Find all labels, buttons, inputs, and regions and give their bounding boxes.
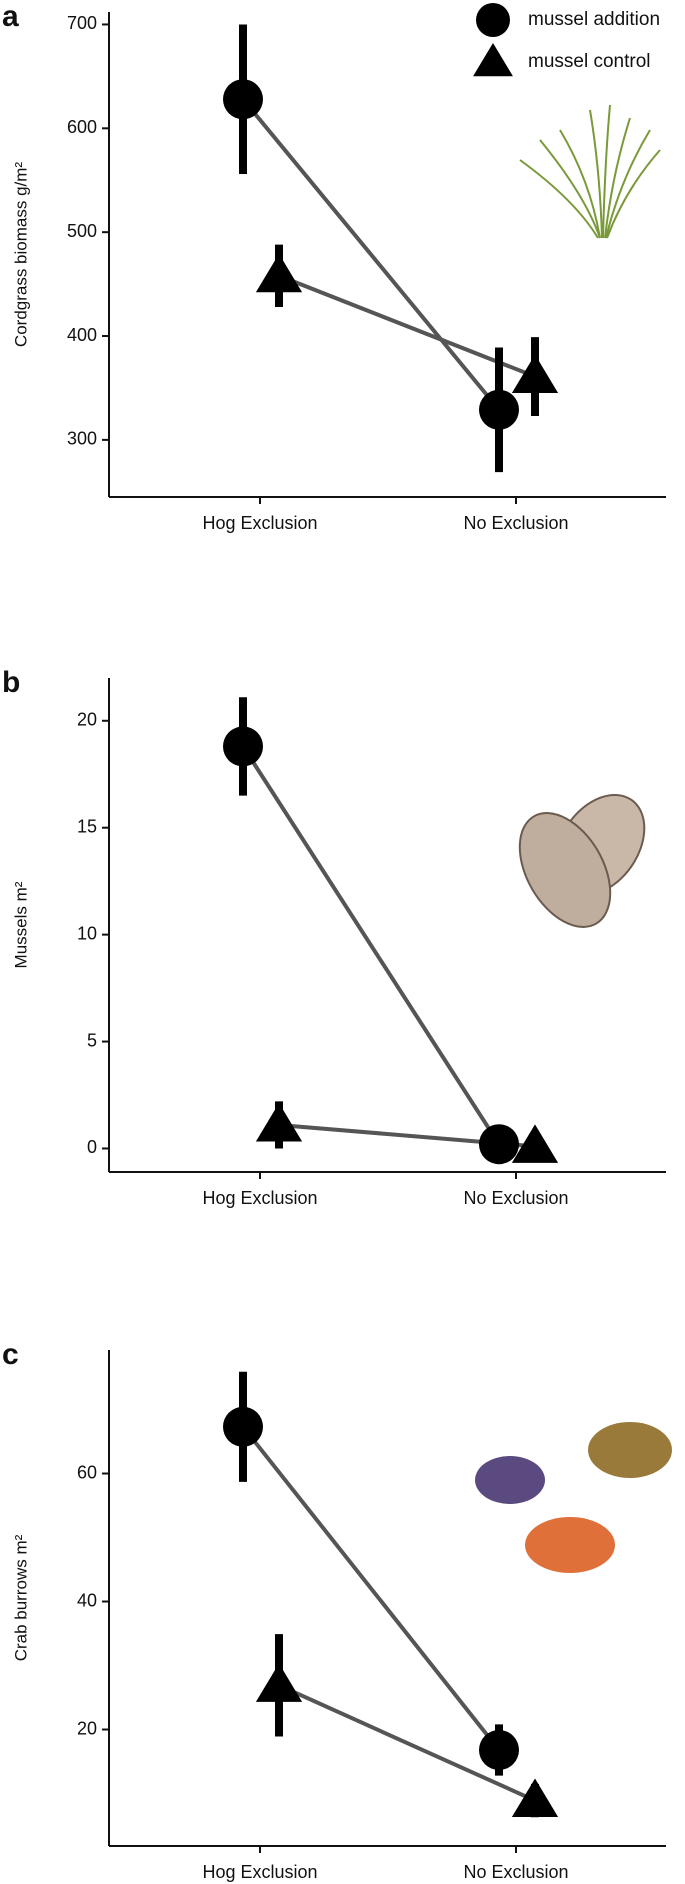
panel-label: c bbox=[2, 1338, 19, 1371]
point bbox=[223, 726, 263, 767]
y-tick-label: 60 bbox=[77, 1462, 97, 1482]
point bbox=[479, 1730, 519, 1770]
y-tick-label: 5 bbox=[87, 1030, 97, 1050]
point bbox=[223, 1406, 263, 1447]
x-tick-label: Hog Exclusion bbox=[202, 1188, 317, 1208]
point bbox=[255, 253, 303, 293]
legend-marker bbox=[476, 3, 510, 37]
y-tick-label: 0 bbox=[87, 1137, 97, 1157]
y-tick-label: 15 bbox=[77, 816, 97, 836]
legend-marker bbox=[473, 43, 513, 77]
point bbox=[255, 1663, 303, 1702]
y-axis-label: Cordgrass biomass g/m² bbox=[11, 162, 30, 348]
panel-label: a bbox=[2, 0, 19, 33]
y-tick-label: 20 bbox=[77, 1718, 97, 1738]
x-tick-label: Hog Exclusion bbox=[202, 1862, 317, 1882]
series-line bbox=[241, 745, 501, 1146]
point bbox=[511, 1124, 559, 1163]
panel-label: b bbox=[2, 666, 20, 699]
series-line bbox=[241, 97, 501, 412]
point bbox=[479, 389, 519, 430]
x-tick-label: No Exclusion bbox=[463, 513, 568, 533]
legend-label: mussel addition bbox=[528, 9, 660, 30]
point bbox=[511, 354, 559, 394]
x-tick-label: No Exclusion bbox=[463, 1188, 568, 1208]
y-tick-label: 500 bbox=[67, 221, 97, 241]
y-tick-label: 10 bbox=[77, 923, 97, 943]
series-line bbox=[241, 1425, 501, 1752]
point bbox=[479, 1124, 519, 1165]
series-line bbox=[278, 1683, 536, 1803]
point bbox=[223, 79, 263, 120]
mussel-illustration bbox=[518, 793, 646, 928]
legend-label: mussel control bbox=[528, 51, 651, 72]
grass-illustration bbox=[519, 104, 661, 239]
y-tick-label: 700 bbox=[67, 13, 97, 33]
y-tick-label: 400 bbox=[67, 325, 97, 345]
crab-illustration bbox=[475, 1422, 672, 1573]
x-tick-label: Hog Exclusion bbox=[202, 513, 317, 533]
point bbox=[255, 1102, 303, 1142]
series-line bbox=[278, 273, 536, 379]
x-tick-label: No Exclusion bbox=[463, 1862, 568, 1882]
y-axis-label: Crab burrows m² bbox=[11, 1534, 30, 1661]
point bbox=[511, 1778, 559, 1818]
y-tick-label: 20 bbox=[77, 710, 97, 730]
y-tick-label: 40 bbox=[77, 1590, 97, 1610]
y-tick-label: 300 bbox=[67, 429, 97, 449]
y-tick-label: 600 bbox=[67, 117, 97, 137]
y-axis-label: Mussels m² bbox=[11, 881, 30, 968]
